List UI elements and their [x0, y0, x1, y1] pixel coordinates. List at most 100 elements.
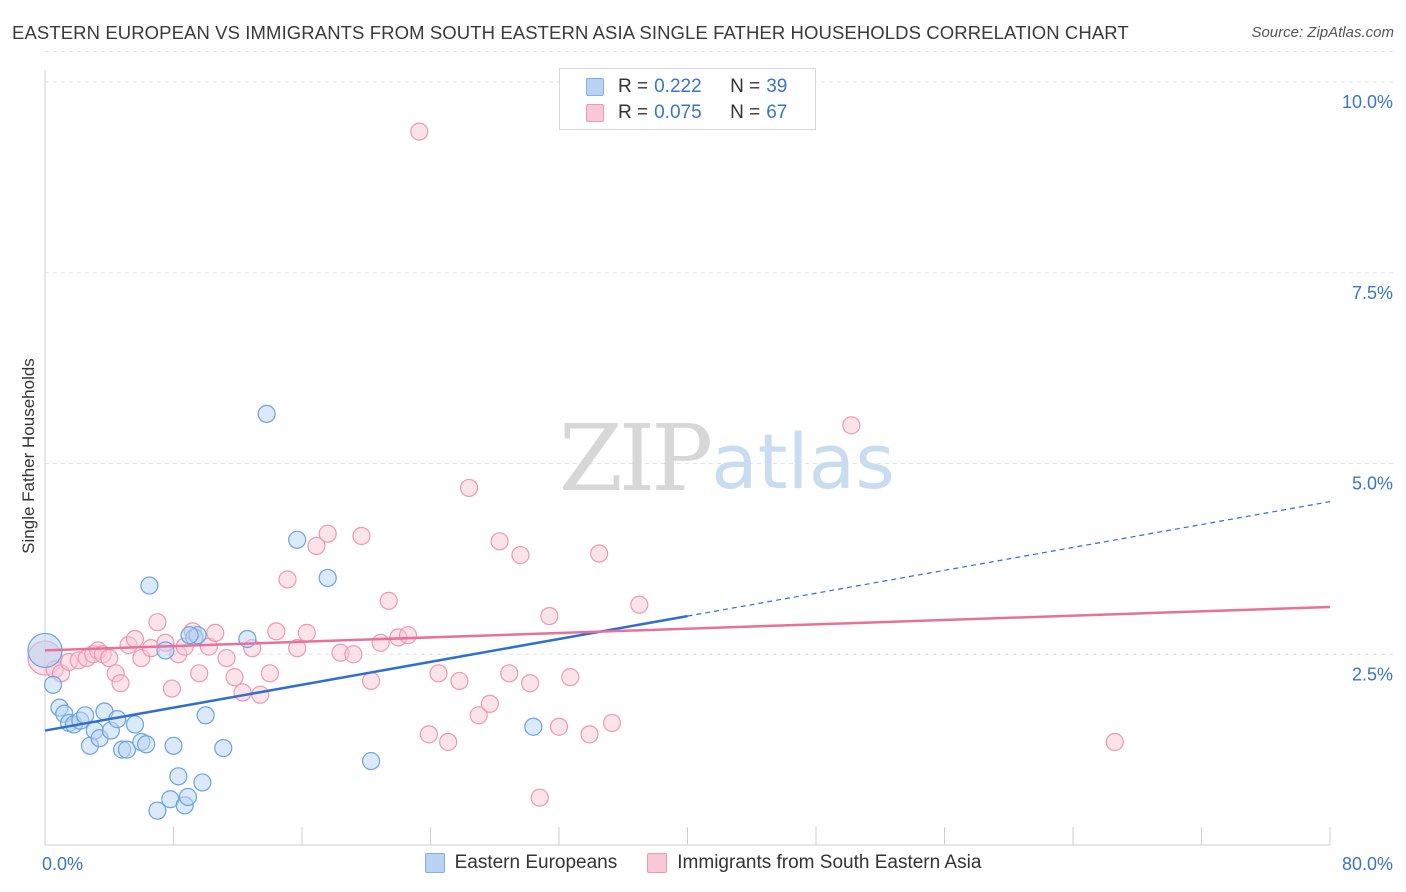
legend-item-eastern-europeans[interactable]: Eastern Europeans [424, 852, 617, 874]
chart-title: EASTERN EUROPEAN VS IMMIGRANTS FROM SOUT… [12, 22, 1129, 43]
immigrants-point-63 [602, 713, 622, 733]
trend-immigrants [44, 605, 1331, 652]
immigrants-point-31 [267, 622, 286, 641]
immigrants-point-38 [344, 645, 363, 664]
eastern-europeans-point-35 [318, 568, 337, 588]
y-tick-label-1: 5.0% [1352, 474, 1393, 494]
immigrants-point-42 [379, 591, 398, 610]
immigrants-point-11 [111, 674, 130, 693]
immigrants-point-48 [439, 732, 458, 752]
immigrants-point-22 [190, 664, 209, 683]
immigrants-point-9 [100, 648, 119, 668]
r-label: R = [618, 76, 649, 97]
immigrants-point-47 [429, 664, 448, 683]
immigrants-point-29 [251, 685, 270, 704]
eastern-europeans-point-31 [214, 738, 233, 758]
y-tick-label-3: 10.0% [1342, 92, 1393, 112]
eastern-europeans-point-23 [164, 736, 183, 755]
immigrants-point-55 [511, 545, 530, 565]
immigrants-point-36 [318, 524, 337, 543]
immigrants-point-44 [398, 626, 418, 645]
r-label: R = [618, 102, 649, 123]
immigrants-point-61 [580, 725, 599, 744]
grid-lines [45, 50, 1395, 655]
r-value: 0.222 [654, 76, 702, 97]
immigrants-point-51 [469, 706, 488, 725]
eastern-europeans-point-15 [117, 740, 137, 759]
source-label: Source: ZipAtlas.com [1251, 24, 1394, 41]
eastern-europeans-point-18 [137, 735, 156, 754]
immigrants-point-65 [842, 416, 861, 435]
watermark: ZIP atlas [559, 405, 895, 512]
trend-eastern-europeans-extension [687, 501, 1331, 617]
y-tick-labels: 2.5% 5.0% 7.5% 10.0% [1342, 92, 1393, 684]
eastern-europeans-point-1 [43, 675, 63, 694]
immigrants-point-46 [419, 725, 438, 744]
legend-swatch-blue [586, 78, 604, 96]
immigrants-point-34 [297, 623, 316, 642]
y-tick-label-0: 2.5% [1352, 664, 1393, 684]
immigrants-point-33 [288, 639, 307, 658]
stats-row-eastern-europeans: R = 0.222 N = 39 [586, 75, 787, 99]
eastern-europeans-point-29 [193, 773, 212, 792]
immigrants-point-49 [450, 671, 469, 691]
immigrants-point-35 [307, 536, 326, 556]
immigrants-point-57 [530, 788, 549, 807]
immigrants-point-50 [459, 478, 479, 498]
axes [44, 70, 1331, 846]
immigrants-point-66 [1105, 732, 1124, 752]
stats-row-immigrants: R = 0.075 N = 67 [586, 101, 787, 125]
eastern-europeans-point-21 [156, 641, 175, 660]
series-legend: Eastern Europeans Immigrants from South … [0, 852, 1406, 874]
immigrants-point-52 [480, 694, 500, 713]
eastern-europeans-point-24 [169, 767, 188, 786]
immigrants-point-13 [125, 629, 145, 649]
immigrants-point-58 [540, 606, 559, 626]
immigrants-point-26 [225, 668, 244, 687]
immigrants-point-62 [590, 544, 609, 563]
immigrants-point-56 [520, 674, 540, 693]
trend-eastern-europeans [44, 614, 688, 732]
eastern-europeans-point-19 [140, 576, 159, 595]
immigrants-point-39 [352, 526, 371, 546]
immigrants-point-27 [233, 683, 252, 702]
immigrants-point-30 [260, 664, 279, 683]
watermark-atlas: atlas [711, 417, 895, 506]
immigrants-point-64 [630, 595, 649, 614]
immigrants-point-16 [148, 613, 167, 632]
watermark-zip: ZIP [559, 405, 710, 512]
eastern-europeans-point-26 [178, 787, 198, 807]
immigrants-point-32 [278, 570, 297, 589]
series-immigrants-points [27, 122, 1124, 807]
eastern-europeans-point-33 [257, 404, 276, 424]
eastern-europeans-point-34 [288, 530, 307, 549]
n-value: 39 [766, 76, 788, 97]
legend-label: Immigrants from South Eastern Asia [677, 852, 982, 873]
series-eastern-europeans-points [27, 404, 543, 820]
immigrants-point-53 [490, 532, 509, 551]
immigrants-point-18 [162, 679, 181, 698]
immigrants-point-45 [410, 122, 429, 141]
immigrants-point-24 [206, 623, 225, 642]
eastern-europeans-point-20 [148, 801, 167, 820]
legend-swatch-blue [424, 853, 445, 873]
legend-swatch-pink [647, 853, 668, 873]
immigrants-point-40 [361, 671, 381, 691]
legend-swatch-pink [586, 104, 604, 122]
y-tick-label-2: 7.5% [1352, 283, 1393, 303]
immigrants-point-41 [371, 633, 390, 652]
n-value: 67 [766, 102, 788, 123]
immigrants-point-25 [217, 648, 236, 668]
eastern-europeans-point-36 [361, 751, 381, 771]
immigrants-point-60 [561, 668, 580, 687]
eastern-europeans-point-16 [125, 715, 145, 734]
r-value: 0.075 [654, 102, 702, 123]
eastern-europeans-point-38 [180, 626, 199, 645]
eastern-europeans-point-37 [524, 717, 543, 736]
legend-item-immigrants[interactable]: Immigrants from South Eastern Asia [647, 852, 981, 874]
n-label: N = [730, 76, 761, 97]
n-label: N = [730, 102, 761, 123]
immigrants-point-59 [549, 717, 569, 736]
stats-legend: R = 0.222 N = 39 R = 0.075 N = 67 [559, 68, 816, 130]
